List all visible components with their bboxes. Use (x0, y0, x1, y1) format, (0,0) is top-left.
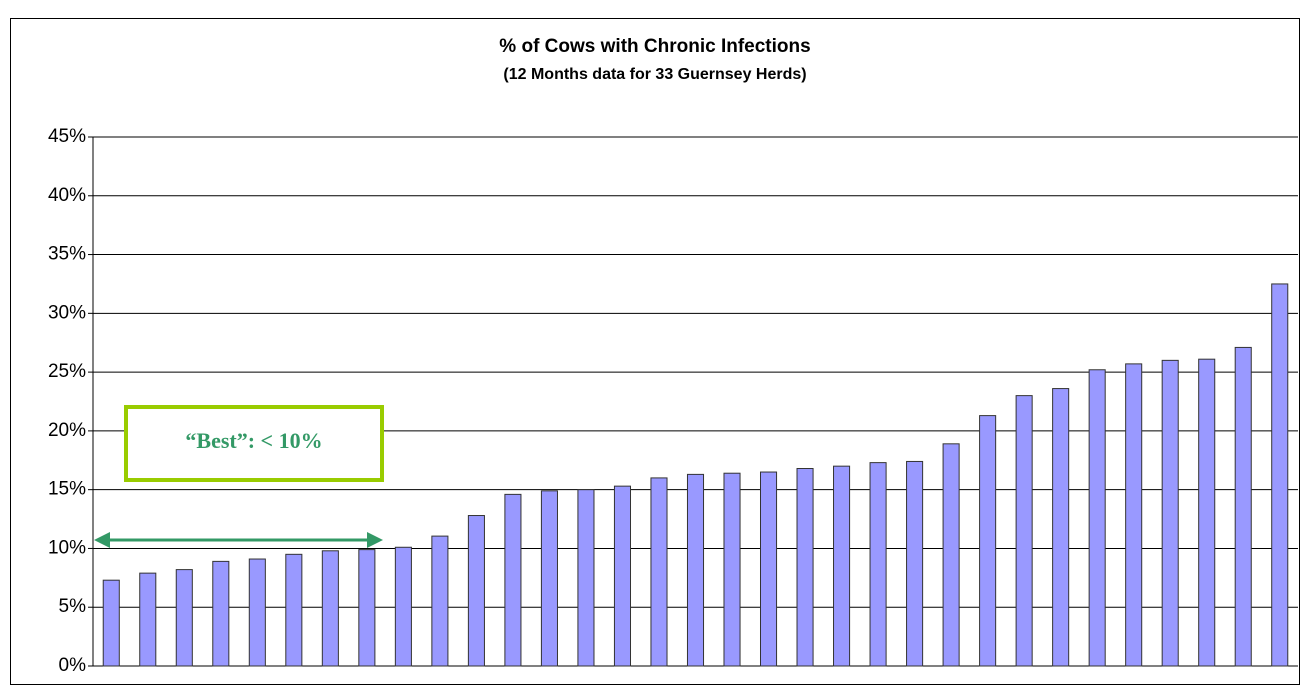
best-range-arrow (94, 532, 383, 548)
y-tick-label: 35% (48, 244, 86, 265)
bar (321, 550, 339, 667)
annotation-box (124, 405, 384, 482)
bar (833, 465, 851, 667)
bar (504, 493, 522, 667)
y-tick-label: 30% (48, 302, 86, 323)
annotation: “Best”: < 10% (185, 428, 322, 453)
bar (212, 560, 230, 667)
y-tick-label: 10% (48, 537, 86, 558)
bar (1271, 283, 1289, 667)
bar (1052, 388, 1070, 667)
bar (1125, 363, 1143, 667)
bar (467, 515, 485, 667)
bar (394, 546, 412, 667)
bar (942, 443, 960, 667)
bar (175, 569, 193, 667)
bar (358, 549, 376, 667)
y-tick-label: 40% (48, 185, 86, 206)
bar (650, 477, 668, 667)
bar (613, 485, 632, 667)
arrow-head (367, 532, 383, 548)
bar (979, 415, 997, 667)
y-tick-label: 0% (59, 655, 87, 676)
bar (686, 473, 705, 667)
bar (577, 489, 595, 667)
bar (139, 572, 157, 667)
bar (759, 471, 778, 667)
bar (540, 490, 558, 667)
bar (285, 553, 303, 667)
bar (869, 462, 887, 667)
y-tick-label: 15% (48, 479, 86, 500)
chart-subtitle: (12 Months data for 33 Guernsey Herds) (503, 66, 806, 83)
y-tick-label: 45% (48, 126, 86, 147)
bar (1234, 346, 1252, 667)
bar (906, 460, 924, 667)
bar (431, 535, 449, 667)
plot-area: 0% 5% 10% 15% 20% 25% 30% 35% 40% 45% (48, 126, 1298, 676)
bar (723, 472, 741, 667)
bar (796, 468, 814, 667)
chart-title: % of Cows with Chronic Infections (499, 36, 810, 57)
bar (1015, 395, 1033, 667)
bar (1088, 369, 1106, 667)
y-tick-label: 20% (48, 420, 86, 441)
arrow-head (94, 532, 110, 548)
y-tick-label: 5% (59, 596, 87, 617)
bar (1198, 358, 1216, 667)
bar (1161, 359, 1179, 667)
y-tick-label: 25% (48, 361, 86, 382)
bar (102, 579, 120, 667)
bar (248, 558, 266, 667)
